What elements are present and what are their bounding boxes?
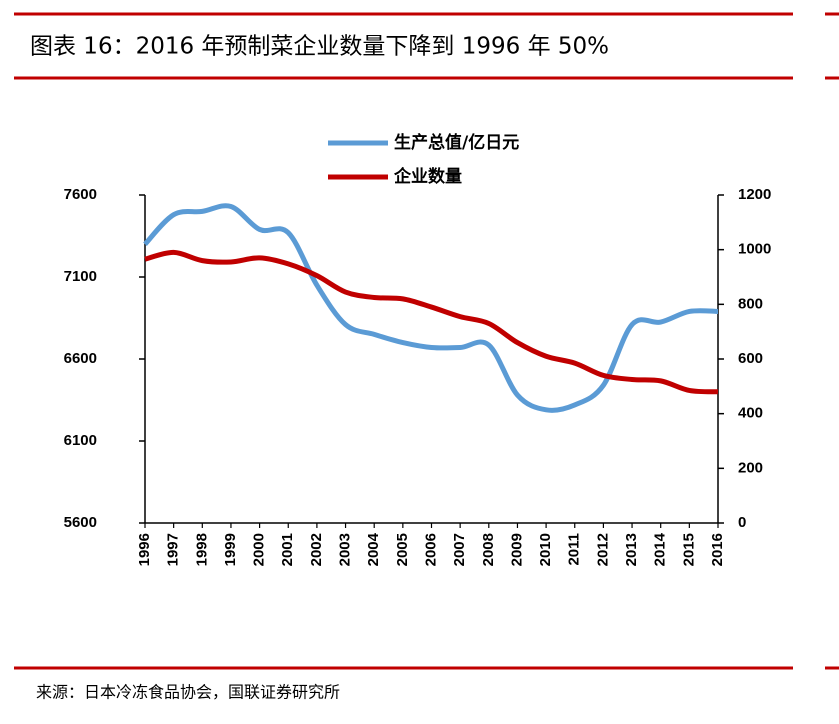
x-tick-label: 2007 [451, 533, 468, 566]
y-tick-label: 7600 [64, 186, 97, 203]
x-tick-label: 2006 [422, 533, 439, 566]
x-tick-label: 2008 [480, 533, 497, 566]
source-note: 来源：日本冷冻食品协会，国联证券研究所 [36, 683, 340, 702]
y2-tick-label: 400 [738, 405, 763, 422]
y2-tick-label: 600 [738, 350, 763, 367]
x-tick-label: 2012 [594, 533, 611, 566]
x-tick-label: 1996 [136, 533, 153, 566]
x-tick-label: 2009 [508, 533, 525, 566]
x-tick-label: 2002 [308, 533, 325, 566]
y2-tick-label: 1000 [738, 241, 771, 258]
chart-title: 图表 16：2016 年预制菜企业数量下降到 1996 年 50% [30, 34, 609, 60]
x-tick-label: 2000 [251, 533, 268, 566]
y-tick-label: 7100 [64, 268, 97, 285]
x-tick-label: 2010 [537, 533, 554, 566]
y-tick-label: 6600 [64, 350, 97, 367]
x-tick-label: 1999 [222, 533, 239, 566]
y-tick-label: 5600 [64, 514, 97, 531]
x-tick-label: 2016 [709, 533, 726, 566]
x-tick-label: 2005 [394, 533, 411, 566]
series-line [144, 249, 719, 395]
series-line [143, 203, 719, 413]
x-tick-label: 2011 [566, 533, 583, 566]
x-tick-label: 1998 [193, 533, 210, 566]
legend-label: 企业数量 [393, 166, 462, 187]
y-tick-label: 6100 [64, 432, 97, 449]
y2-tick-label: 800 [738, 295, 763, 312]
x-tick-label: 2001 [279, 533, 296, 566]
y2-tick-label: 0 [738, 514, 746, 531]
x-tick-label: 2014 [652, 532, 669, 566]
x-tick-label: 1997 [165, 533, 182, 566]
y2-tick-label: 1200 [738, 186, 771, 203]
legend-label: 生产总值/亿日元 [394, 132, 519, 153]
x-tick-label: 2003 [337, 533, 354, 566]
x-tick-label: 2004 [365, 532, 382, 566]
x-tick-label: 2015 [680, 533, 697, 566]
y2-tick-label: 200 [738, 459, 763, 476]
x-tick-label: 2013 [623, 533, 640, 566]
